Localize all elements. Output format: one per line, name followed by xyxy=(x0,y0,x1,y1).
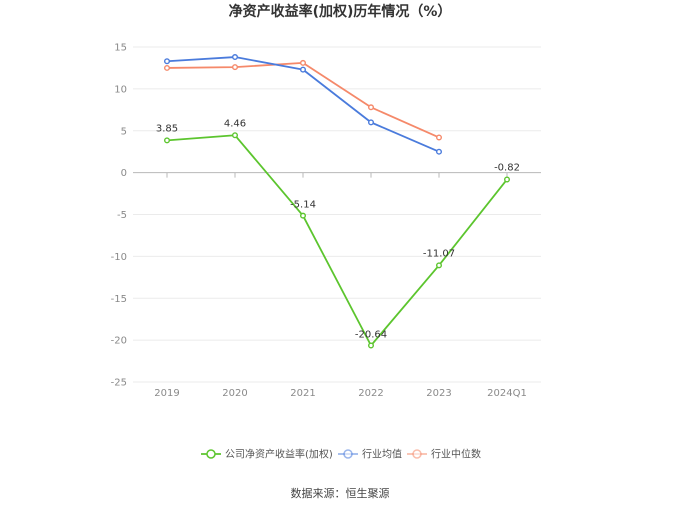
industry-mean-point xyxy=(163,58,170,65)
legend-circle-icon xyxy=(206,449,216,459)
company-roe-point xyxy=(231,132,238,139)
y-tick-label: 10 xyxy=(114,84,127,95)
y-axis: 15 10 5 0 -5 -10 -15 -20 -25 xyxy=(111,43,127,389)
source-text: 数据来源：恒生聚源 xyxy=(291,486,390,500)
legend-label: 行业均值 xyxy=(362,448,402,461)
x-tick-label: 2021 xyxy=(290,388,315,399)
legend-industry-mean[interactable]: 行业均值 xyxy=(338,448,402,461)
x-tick-label: 2019 xyxy=(154,388,179,399)
industry-median-line xyxy=(166,62,440,139)
company-roe-point xyxy=(163,137,170,144)
company-roe-point xyxy=(436,262,443,269)
legend-industry-median[interactable]: 行业中位数 xyxy=(407,448,481,461)
data-labels: 3.85 4.46 -5.14 -20.64 -11.07 -0.82 xyxy=(156,118,520,340)
legend-label: 公司净资产收益率(加权) xyxy=(225,448,333,461)
x-tick-label: 2024Q1 xyxy=(487,388,527,399)
y-tick-label: 0 xyxy=(121,168,127,179)
y-tick-label: 5 xyxy=(121,126,127,137)
industry-mean-point xyxy=(300,66,307,73)
company-roe-point xyxy=(368,342,375,349)
legend[interactable]: 公司净资产收益率(加权) 行业均值 行业中位数 xyxy=(201,448,481,461)
y-tick-label: -25 xyxy=(111,378,127,389)
y-tick-label: -5 xyxy=(117,210,127,221)
y-tick-label: -15 xyxy=(111,294,127,305)
grid-lines xyxy=(133,46,541,383)
data-label: -11.07 xyxy=(423,248,455,259)
industry-mean-point xyxy=(231,54,238,61)
series-lines xyxy=(163,54,511,349)
industry-median-point xyxy=(300,59,307,66)
x-tick-label: 2023 xyxy=(426,388,451,399)
industry-median-point xyxy=(368,104,375,111)
data-label: -0.82 xyxy=(494,162,520,173)
industry-median-point xyxy=(163,64,170,71)
x-tick-label: 2022 xyxy=(358,388,383,399)
x-tick-label: 2020 xyxy=(222,388,247,399)
industry-mean-point xyxy=(436,148,443,155)
x-axis: 2019 2020 2021 2022 2023 2024Q1 xyxy=(154,172,527,399)
data-label: 4.46 xyxy=(224,118,246,129)
industry-median-point xyxy=(231,64,238,71)
industry-median-point xyxy=(436,134,443,141)
company-roe-point xyxy=(504,176,511,183)
data-label: 3.85 xyxy=(156,123,178,134)
data-label: -20.64 xyxy=(355,329,387,340)
legend-company-roe[interactable]: 公司净资产收益率(加权) xyxy=(201,448,333,461)
industry-mean-point xyxy=(368,119,375,126)
legend-circle-icon xyxy=(343,449,353,459)
company-roe-point xyxy=(300,212,307,219)
y-tick-label: -10 xyxy=(111,252,127,263)
y-tick-label: -20 xyxy=(111,336,127,347)
y-tick-label: 15 xyxy=(114,43,127,54)
legend-label: 行业中位数 xyxy=(431,448,481,461)
company-roe-line xyxy=(166,134,508,347)
chart-title: 净资产收益率(加权)历年情况（%） xyxy=(229,3,452,20)
legend-circle-icon xyxy=(412,449,422,459)
data-label: -5.14 xyxy=(290,200,316,211)
